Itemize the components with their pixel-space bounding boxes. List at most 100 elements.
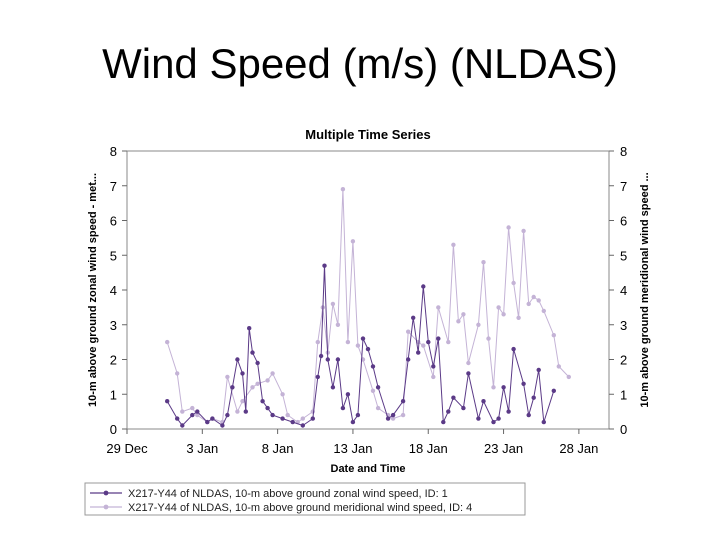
y-tick-label: 6 [110,214,117,229]
left-axis: 0 1 2 3 4 5 6 7 8 [110,144,127,437]
data-point [190,412,195,418]
data-point [345,392,351,397]
data-point [220,423,225,428]
data-point [280,392,285,397]
data-point [270,371,275,376]
data-point [466,360,471,366]
data-point [390,412,396,418]
legend-entry: X217-Y44 of NLDAS, 10-m above ground zon… [128,488,448,500]
y2-tick-label: 6 [620,214,627,229]
data-point [225,374,230,380]
data-point [175,416,180,421]
data-point [205,419,210,425]
data-point [355,412,361,418]
y2-tick-label: 4 [620,283,627,298]
data-point [290,419,295,425]
data-point [175,371,180,376]
plot-area [126,150,610,430]
data-point [441,419,446,425]
legend-swatch-marker [103,504,109,510]
data-point [322,263,327,268]
data-point [318,353,324,359]
data-point [481,260,486,265]
data-point [330,301,336,307]
x-axis: 29 Dec 3 Jan 8 Jan 13 Jan 18 Jan 23 Jan 28 Jan [106,429,598,456]
data-point [476,416,481,421]
data-point [355,343,361,348]
data-point [255,381,260,386]
data-point [526,412,531,418]
data-point [406,329,411,334]
data-point [486,336,491,341]
data-point [536,367,541,373]
slide-title: Wind Speed (m/s) (NLDAS) [102,40,618,87]
y-tick-label: 0 [110,422,117,437]
data-point [370,364,376,369]
y-tick-label: 5 [110,248,117,263]
data-point [240,399,245,404]
data-point [400,412,406,418]
data-point [340,187,346,192]
legend-entry: X217-Y44 of NLDAS, 10-m above ground mer… [128,502,472,514]
data-point [421,284,426,289]
data-point [501,312,506,317]
data-point [165,399,170,404]
data-point [431,364,436,369]
data-point [541,419,546,425]
data-point [501,385,506,390]
data-point [247,326,252,331]
data-point [375,405,381,411]
data-point [466,371,471,376]
data-point [400,399,406,404]
y2-tick-label: 7 [620,179,627,194]
y-tick-label: 3 [110,318,117,333]
data-point [541,308,546,314]
legend: X217-Y44 of NLDAS, 10-m above ground zon… [90,488,472,514]
data-point [180,423,185,428]
data-point [491,385,496,390]
legend-box [84,482,526,516]
data-point [551,333,556,338]
data-point [360,336,366,341]
y2-tick-label: 1 [620,387,627,402]
data-point [416,350,421,355]
data-point [340,405,346,411]
data-point [365,346,371,352]
data-point [285,412,290,418]
data-point [506,409,511,414]
x-axis-label: Date and Time [331,463,406,475]
y2-tick-label: 5 [620,248,627,263]
y2-axis-label: 10-m above ground meridional wind speed … [639,172,651,407]
data-point [436,305,441,310]
data-point [210,416,215,421]
y-tick-label: 7 [110,179,117,194]
data-point [436,336,441,341]
chart-title: Multiple Time Series [305,127,430,142]
data-point [230,385,235,390]
data-point [280,416,285,421]
data-point [180,409,185,414]
data-point [310,409,315,414]
data-point [461,405,466,411]
data-point [260,399,265,404]
data-point [446,409,451,414]
data-point [315,339,320,345]
data-point [270,412,275,418]
x-tick-label: 13 Jan [333,441,372,456]
data-point [451,395,456,400]
data-point [426,339,431,345]
data-point [240,371,245,376]
data-point [531,395,536,400]
y-axis-label: 10-m above ground zonal wind speed - met… [87,173,99,407]
data-point [496,305,501,310]
data-point [315,374,320,380]
data-point [516,315,521,320]
data-point [265,405,270,411]
data-point [421,343,426,348]
data-point [521,381,526,386]
y2-tick-label: 8 [620,144,627,159]
y-tick-label: 1 [110,387,117,402]
data-point [330,385,336,390]
y2-tick-label: 0 [620,422,627,437]
data-point [390,416,396,421]
